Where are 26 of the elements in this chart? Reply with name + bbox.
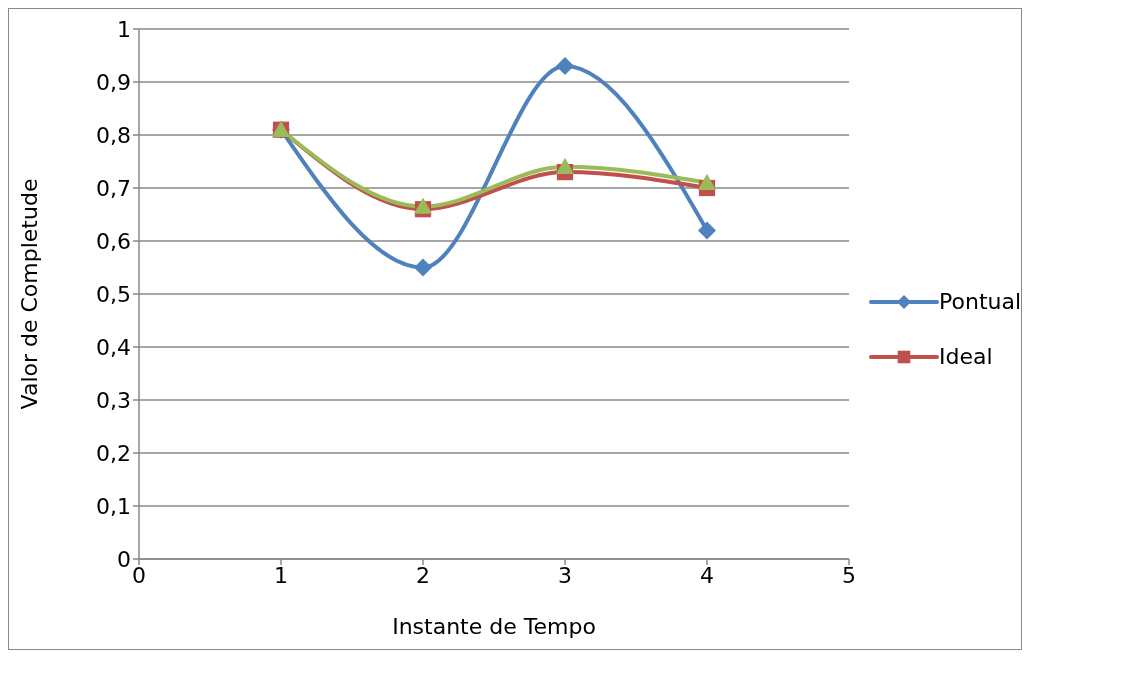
x-tick-label: 5 [842,562,856,588]
point [698,173,716,190]
y-tick-label: 0 [117,546,131,572]
legend-label: Ideal [939,344,993,369]
point [414,258,432,277]
y-tick-label: 0,2 [96,440,131,466]
y-tick-label: 1 [117,16,131,42]
legend-label: Pontual [939,289,1022,314]
y-tick-label: 0,3 [96,387,131,413]
y-tick-label: 0,8 [96,122,131,148]
y-axis-title: Valor de Completude [16,178,42,410]
point [414,197,432,214]
y-tick-label: 0,6 [96,228,131,254]
x-tick-label: 1 [274,562,288,588]
x-tick-label: 2 [416,562,430,588]
x-tick-label: 4 [700,562,714,588]
y-tick-label: 0,5 [96,281,131,307]
point [556,157,574,174]
y-tick-label: 0,1 [96,493,131,519]
y-tick-label: 0,4 [96,334,131,360]
x-tick-label: 3 [558,562,572,588]
point [698,221,716,240]
point [556,57,574,76]
y-tick-label: 0,7 [96,175,131,201]
x-axis-title: Instante de Tempo [392,614,596,639]
y-tick-label: 0,9 [96,69,131,95]
